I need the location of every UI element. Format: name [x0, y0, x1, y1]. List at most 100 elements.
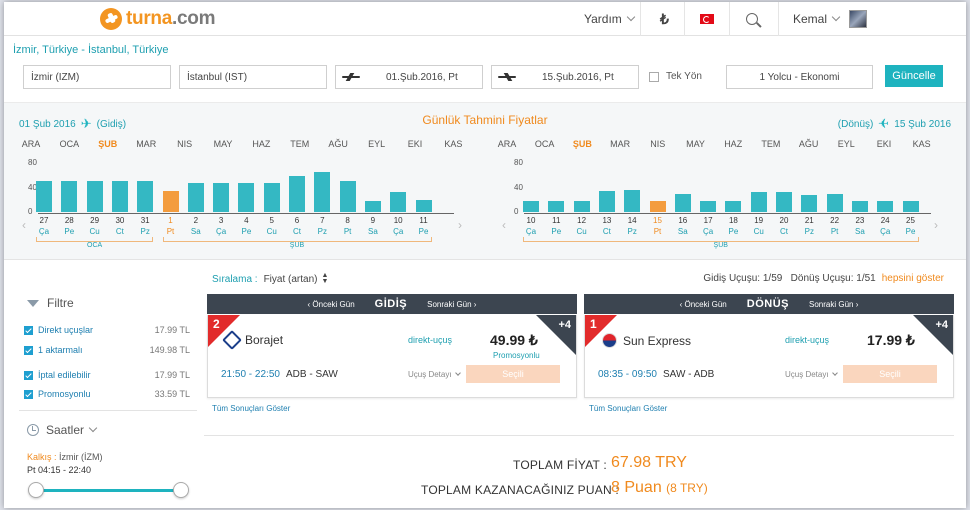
- price-bar[interactable]: [61, 181, 78, 212]
- show-all-results-link[interactable]: Tüm Sonuçları Göster: [212, 404, 291, 413]
- month-label[interactable]: MAY: [686, 139, 705, 149]
- price-bar[interactable]: [187, 182, 204, 212]
- month-label[interactable]: ŞUB: [572, 139, 592, 149]
- month-label[interactable]: KAS: [912, 139, 931, 149]
- currency-selector[interactable]: ₺: [660, 2, 669, 36]
- outbound-flight-card[interactable]: 2 +4 Borajet direkt-uçuş 49.99 ₺ Promosy…: [207, 315, 577, 398]
- sort-select[interactable]: Fiyat (artan) ▲ ▼: [263, 272, 329, 285]
- select-button[interactable]: Seçili: [843, 365, 937, 383]
- month-label[interactable]: MAY: [213, 139, 233, 149]
- month-label[interactable]: ŞUB: [98, 139, 118, 149]
- price-bar[interactable]: [624, 189, 641, 212]
- price-bar[interactable]: [649, 200, 666, 212]
- month-label[interactable]: MAR: [610, 139, 631, 149]
- month-label[interactable]: AĞU: [328, 139, 348, 149]
- price-bar[interactable]: [776, 192, 792, 212]
- month-label[interactable]: OCA: [59, 139, 80, 149]
- month-label[interactable]: HAZ: [724, 139, 743, 149]
- return-date-input[interactable]: 15.Şub.2016, Pt: [491, 65, 639, 89]
- hours-filter-toggle[interactable]: Saatler: [27, 423, 98, 437]
- show-all-results-link[interactable]: Tüm Sonuçları Göster: [589, 404, 668, 413]
- prev-day-button[interactable]: ‹ Önceki Gün: [307, 299, 355, 309]
- price-bar[interactable]: [162, 190, 179, 212]
- flight-details-toggle[interactable]: Uçuş Detayı: [408, 370, 461, 379]
- price-bar[interactable]: [339, 181, 356, 212]
- chevron-left-icon[interactable]: ‹: [22, 218, 26, 232]
- price-bar[interactable]: [111, 181, 128, 212]
- price-bar[interactable]: [523, 200, 539, 212]
- one-way-checkbox[interactable]: [649, 72, 659, 82]
- slider-min-handle[interactable]: [28, 482, 44, 498]
- more-options-count[interactable]: +4: [935, 319, 948, 331]
- price-bar[interactable]: [750, 192, 767, 212]
- chevron-left-icon[interactable]: ‹: [502, 218, 506, 232]
- more-options-corner[interactable]: [913, 315, 953, 355]
- price-bar[interactable]: [801, 194, 818, 212]
- price-bar[interactable]: [573, 200, 590, 212]
- price-bar[interactable]: [137, 181, 154, 212]
- month-label[interactable]: EKI: [407, 139, 423, 149]
- help-menu[interactable]: Yardım: [584, 2, 636, 36]
- month-label[interactable]: TEM: [761, 139, 781, 149]
- price-bar[interactable]: [851, 200, 868, 212]
- price-bar[interactable]: [700, 200, 717, 212]
- user-menu[interactable]: Kemal: [793, 2, 868, 36]
- month-label[interactable]: NIS: [650, 139, 666, 149]
- month-label[interactable]: OCA: [534, 139, 555, 149]
- month-label[interactable]: TEM: [290, 139, 310, 149]
- price-bar[interactable]: [238, 182, 255, 212]
- month-label[interactable]: EYL: [837, 139, 855, 149]
- depart-date-input[interactable]: 01.Şub.2016, Pt: [335, 65, 483, 89]
- price-bar[interactable]: [213, 182, 230, 212]
- chevron-right-icon[interactable]: ›: [934, 218, 938, 232]
- price-bar[interactable]: [902, 200, 919, 212]
- month-label[interactable]: EYL: [368, 139, 386, 149]
- search-button[interactable]: [746, 2, 758, 36]
- slider-max-handle[interactable]: [173, 482, 189, 498]
- price-bar[interactable]: [877, 200, 894, 212]
- month-label[interactable]: MAR: [136, 139, 157, 149]
- filter-promotional[interactable]: Promosyonlu 33.59 TL: [24, 389, 190, 399]
- price-bar[interactable]: [548, 200, 565, 212]
- price-bar[interactable]: [826, 193, 843, 212]
- month-label[interactable]: HAZ: [252, 139, 271, 149]
- chevron-right-icon[interactable]: ›: [458, 218, 462, 232]
- month-label[interactable]: NIS: [177, 139, 193, 149]
- origin-input[interactable]: İzmir (IZM): [23, 65, 171, 89]
- month-label[interactable]: EKI: [876, 139, 892, 149]
- price-bar[interactable]: [36, 181, 52, 212]
- price-bar[interactable]: [86, 181, 103, 212]
- filter-one-stop[interactable]: 1 aktarmalı 149.98 TL: [24, 345, 190, 355]
- price-bar[interactable]: [364, 200, 381, 212]
- month-label[interactable]: ARA: [497, 139, 517, 149]
- show-all-link[interactable]: hepsini göster: [881, 273, 944, 284]
- next-day-button[interactable]: Sonraki Gün ›: [427, 299, 477, 309]
- filter-direct[interactable]: Direkt uçuşlar 17.99 TL: [24, 325, 190, 335]
- month-label[interactable]: ARA: [21, 139, 41, 149]
- price-bar[interactable]: [390, 192, 407, 212]
- month-label[interactable]: AĞU: [798, 139, 819, 149]
- price-bar[interactable]: [674, 193, 691, 212]
- price-bar[interactable]: [314, 172, 331, 212]
- month-label[interactable]: KAS: [444, 139, 463, 149]
- price-bar[interactable]: [263, 182, 280, 212]
- language-selector[interactable]: [700, 2, 714, 36]
- more-options-corner[interactable]: [536, 315, 576, 355]
- update-button[interactable]: Güncelle: [885, 65, 943, 87]
- flight-details-toggle[interactable]: Uçuş Detayı: [785, 370, 838, 379]
- turna-logo[interactable]: turna.com: [100, 5, 215, 33]
- next-day-button[interactable]: Sonraki Gün ›: [809, 299, 859, 309]
- more-options-count[interactable]: +4: [558, 319, 571, 331]
- price-bar[interactable]: [598, 191, 615, 212]
- select-button[interactable]: Seçili: [466, 365, 560, 383]
- price-bar[interactable]: [415, 199, 432, 212]
- price-bar[interactable]: [289, 176, 305, 212]
- return-flight-card[interactable]: 1 +4 Sun Express direkt-uçuş 17.99 ₺ 08:…: [584, 315, 954, 398]
- passenger-selector[interactable]: 1 Yolcu - Ekonomi: [726, 65, 873, 89]
- filter-refundable[interactable]: İptal edilebilir 17.99 TL: [24, 370, 190, 380]
- destination-input[interactable]: İstanbul (IST): [179, 65, 327, 89]
- time-range-slider[interactable]: [36, 489, 184, 492]
- price-bar[interactable]: [725, 200, 742, 212]
- prev-day-button[interactable]: ‹ Önceki Gün: [679, 299, 727, 309]
- filter-title[interactable]: Filtre: [27, 296, 74, 310]
